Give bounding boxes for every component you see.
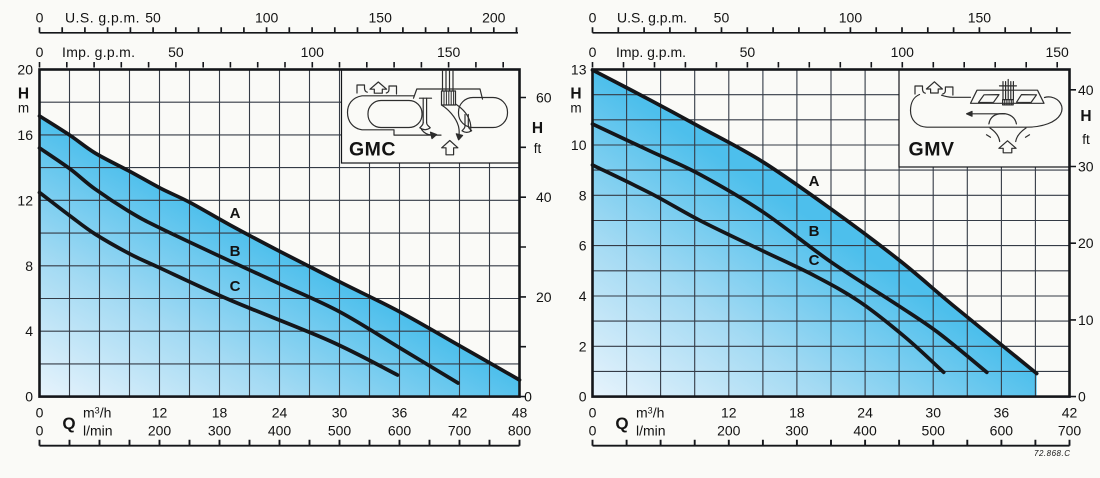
svg-text:300: 300: [208, 423, 232, 439]
svg-text:18: 18: [212, 405, 228, 421]
svg-text:400: 400: [853, 423, 877, 439]
svg-text:m3/h: m3/h: [83, 405, 111, 421]
svg-text:l/min: l/min: [83, 423, 113, 439]
svg-text:150: 150: [968, 10, 992, 26]
svg-text:30: 30: [1078, 159, 1094, 175]
svg-text:100: 100: [255, 10, 279, 26]
svg-text:H: H: [18, 86, 29, 103]
svg-text:ft: ft: [1082, 132, 1090, 147]
svg-text:U.S. g.p.m.: U.S. g.p.m.: [617, 10, 687, 26]
svg-text:20: 20: [1078, 235, 1094, 251]
svg-text:200: 200: [148, 423, 172, 439]
svg-text:m: m: [570, 101, 581, 116]
svg-text:40: 40: [536, 189, 552, 205]
svg-text:42: 42: [1062, 405, 1078, 421]
svg-text:12: 12: [17, 192, 33, 208]
svg-text:12: 12: [721, 405, 737, 421]
svg-text:30: 30: [925, 405, 941, 421]
svg-text:A: A: [809, 173, 820, 190]
svg-text:8: 8: [25, 258, 33, 274]
svg-text:B: B: [809, 223, 820, 240]
svg-text:H: H: [532, 120, 543, 137]
svg-text:0: 0: [524, 389, 532, 405]
svg-text:m3/h: m3/h: [636, 405, 664, 421]
svg-text:m: m: [18, 101, 29, 116]
svg-text:10: 10: [1078, 312, 1094, 328]
svg-text:GMC: GMC: [349, 139, 396, 161]
svg-text:18: 18: [789, 405, 805, 421]
svg-text:50: 50: [714, 10, 730, 26]
svg-text:Q: Q: [615, 414, 628, 433]
svg-text:72.868.C: 72.868.C: [1034, 449, 1070, 458]
svg-text:4: 4: [579, 288, 587, 304]
svg-text:48: 48: [512, 405, 528, 421]
svg-text:24: 24: [272, 405, 288, 421]
svg-text:l/min: l/min: [636, 423, 666, 439]
svg-text:42: 42: [452, 405, 468, 421]
svg-text:U.S. g.p.m.: U.S. g.p.m.: [65, 10, 140, 26]
svg-text:2: 2: [579, 338, 587, 354]
svg-text:Imp. g.p.m.: Imp. g.p.m.: [616, 44, 686, 60]
svg-text:13: 13: [571, 62, 587, 78]
svg-text:Imp. g.p.m.: Imp. g.p.m.: [62, 44, 135, 60]
svg-text:0: 0: [579, 389, 587, 405]
svg-text:H: H: [570, 86, 581, 103]
svg-text:10: 10: [571, 137, 587, 153]
svg-text:20: 20: [17, 62, 33, 78]
svg-text:36: 36: [392, 405, 408, 421]
svg-text:H: H: [1080, 108, 1091, 125]
svg-text:20: 20: [536, 289, 552, 305]
svg-text:800: 800: [508, 423, 532, 439]
svg-text:150: 150: [1045, 44, 1069, 60]
svg-text:30: 30: [332, 405, 348, 421]
svg-text:Q: Q: [62, 414, 75, 433]
svg-text:400: 400: [268, 423, 292, 439]
svg-text:200: 200: [482, 10, 506, 26]
svg-text:0: 0: [589, 405, 597, 421]
svg-text:100: 100: [891, 44, 915, 60]
svg-text:6: 6: [579, 238, 587, 254]
svg-text:A: A: [230, 205, 241, 222]
svg-text:0: 0: [36, 405, 44, 421]
svg-text:ft: ft: [534, 141, 542, 156]
svg-text:36: 36: [994, 405, 1010, 421]
svg-text:12: 12: [152, 405, 168, 421]
svg-text:0: 0: [1078, 389, 1086, 405]
svg-text:600: 600: [388, 423, 412, 439]
svg-text:60: 60: [536, 89, 552, 105]
svg-text:40: 40: [1078, 82, 1094, 98]
svg-text:0: 0: [36, 44, 44, 60]
svg-text:C: C: [809, 252, 820, 269]
svg-text:0: 0: [589, 10, 597, 26]
svg-text:700: 700: [448, 423, 472, 439]
svg-text:50: 50: [145, 10, 161, 26]
svg-text:0: 0: [589, 423, 597, 439]
svg-text:C: C: [230, 278, 241, 295]
svg-text:4: 4: [25, 323, 33, 339]
svg-text:0: 0: [25, 389, 33, 405]
svg-text:GMV: GMV: [909, 139, 955, 161]
svg-text:16: 16: [17, 127, 33, 143]
svg-text:700: 700: [1058, 423, 1082, 439]
svg-text:150: 150: [437, 44, 461, 60]
svg-text:8: 8: [579, 187, 587, 203]
svg-text:24: 24: [857, 405, 873, 421]
svg-text:50: 50: [168, 44, 184, 60]
svg-text:300: 300: [785, 423, 809, 439]
svg-text:200: 200: [717, 423, 741, 439]
svg-text:0: 0: [589, 44, 597, 60]
svg-text:150: 150: [369, 10, 393, 26]
svg-text:500: 500: [922, 423, 946, 439]
svg-text:B: B: [230, 243, 241, 260]
svg-text:0: 0: [36, 10, 44, 26]
svg-text:0: 0: [36, 423, 44, 439]
svg-text:600: 600: [990, 423, 1014, 439]
svg-text:500: 500: [328, 423, 352, 439]
svg-text:50: 50: [740, 44, 756, 60]
svg-text:100: 100: [839, 10, 863, 26]
svg-text:100: 100: [301, 44, 325, 60]
